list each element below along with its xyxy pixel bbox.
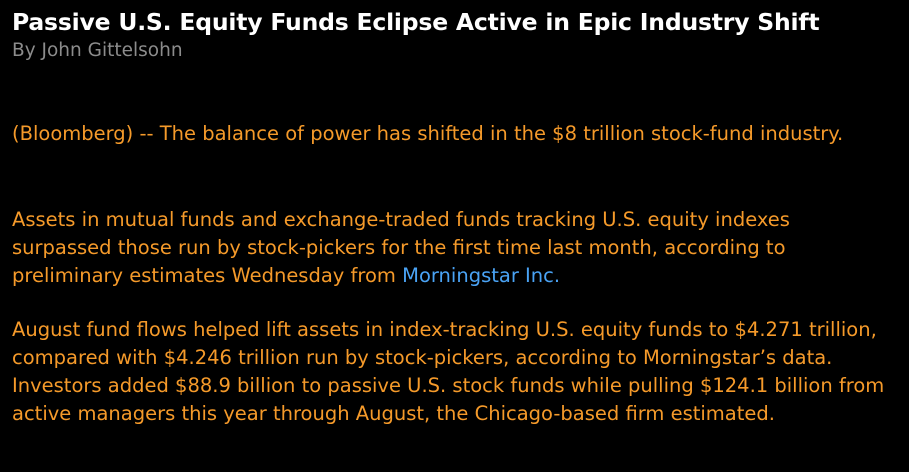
morningstar-link[interactable]: Morningstar Inc. [402,264,561,287]
paragraph-2-text: Assets in mutual funds and exchange-trad… [12,208,790,287]
news-article: Passive U.S. Equity Funds Eclipse Active… [12,6,909,425]
article-paragraph-1: (Bloomberg) -- The balance of power has … [12,120,892,148]
article-paragraph-3: August fund flows helped lift assets in … [12,316,892,428]
article-headline: Passive U.S. Equity Funds Eclipse Active… [12,8,820,36]
article-byline: By John Gittelsohn [12,40,183,61]
article-paragraph-2: Assets in mutual funds and exchange-trad… [12,206,892,290]
paragraph-1-text: (Bloomberg) -- The balance of power has … [12,122,844,145]
paragraph-3-text: August fund flows helped lift assets in … [12,318,885,425]
